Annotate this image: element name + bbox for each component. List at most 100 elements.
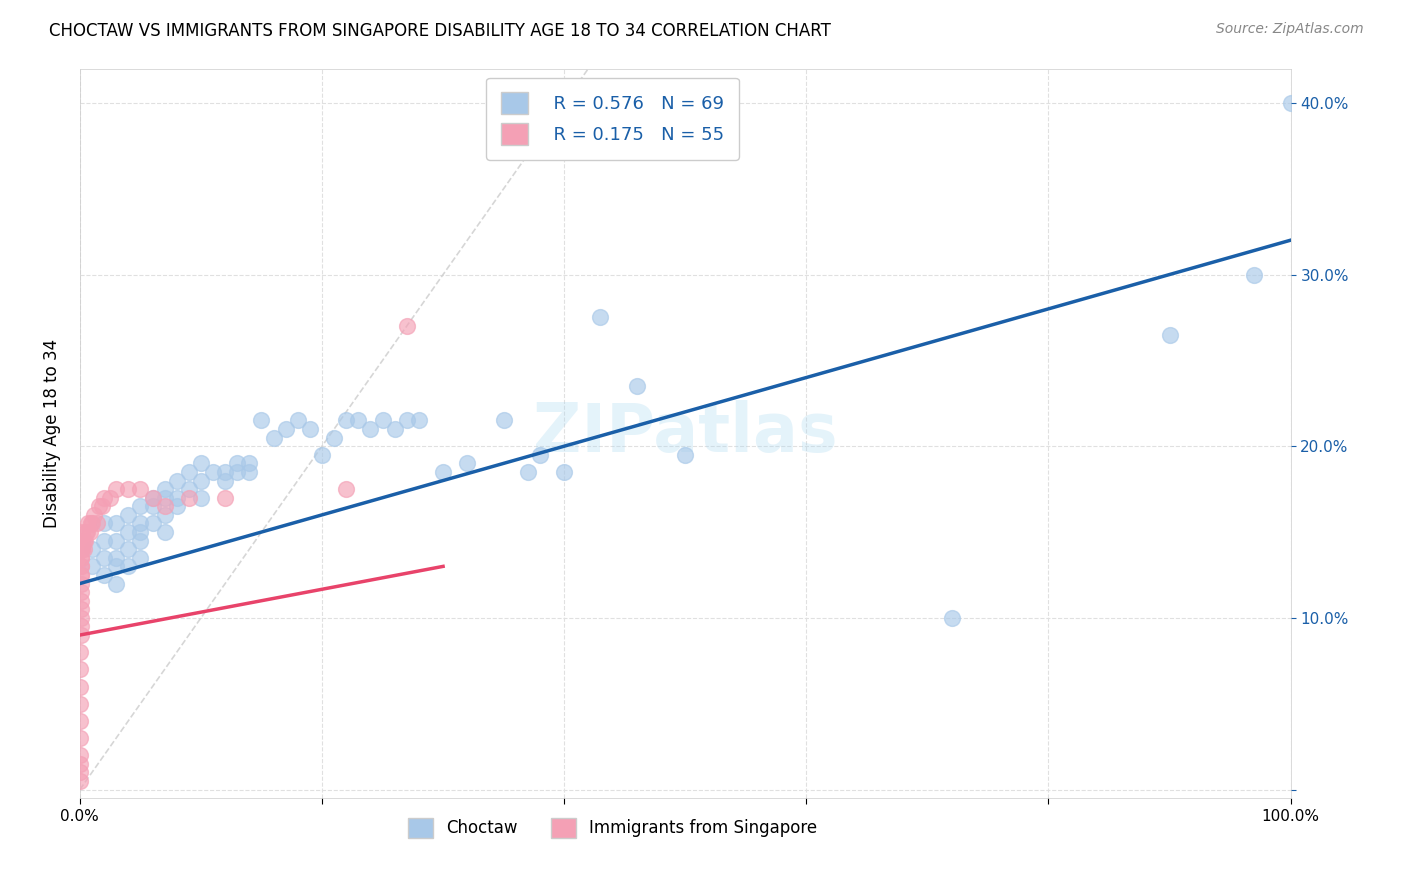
Point xyxy=(70,542,93,557)
Point xyxy=(153,500,176,514)
Point xyxy=(250,413,273,427)
Point xyxy=(69,662,91,676)
Point xyxy=(70,542,93,557)
Point xyxy=(1279,95,1302,110)
Point xyxy=(80,559,103,574)
Point xyxy=(69,774,91,789)
Text: Source: ZipAtlas.com: Source: ZipAtlas.com xyxy=(1216,22,1364,37)
Point xyxy=(105,533,128,548)
Point xyxy=(72,533,94,548)
Point xyxy=(69,731,91,745)
Point xyxy=(69,645,91,659)
Point xyxy=(70,559,93,574)
Point xyxy=(456,456,478,470)
Point xyxy=(153,482,176,496)
Point xyxy=(141,491,163,505)
Point xyxy=(90,500,112,514)
Point xyxy=(89,500,111,514)
Point xyxy=(72,542,94,557)
Point xyxy=(93,533,115,548)
Point xyxy=(177,465,200,479)
Point xyxy=(626,379,648,393)
Text: CHOCTAW VS IMMIGRANTS FROM SINGAPORE DISABILITY AGE 18 TO 34 CORRELATION CHART: CHOCTAW VS IMMIGRANTS FROM SINGAPORE DIS… xyxy=(49,22,831,40)
Point xyxy=(75,524,97,539)
Point xyxy=(287,413,309,427)
Point xyxy=(1243,268,1265,282)
Point xyxy=(69,680,91,694)
Point xyxy=(298,422,321,436)
Point xyxy=(83,508,105,522)
Point xyxy=(238,465,260,479)
Point xyxy=(214,465,236,479)
Point xyxy=(72,533,94,548)
Point xyxy=(70,559,93,574)
Point xyxy=(117,559,139,574)
Point xyxy=(941,611,963,625)
Point xyxy=(86,516,108,531)
Point xyxy=(673,448,696,462)
Point xyxy=(1159,327,1181,342)
Point xyxy=(371,413,394,427)
Point xyxy=(263,431,285,445)
Point xyxy=(70,568,93,582)
Point xyxy=(80,516,103,531)
Point xyxy=(80,516,103,531)
Legend: Choctaw, Immigrants from Singapore: Choctaw, Immigrants from Singapore xyxy=(401,811,824,845)
Point xyxy=(177,491,200,505)
Point xyxy=(70,542,93,557)
Point xyxy=(69,611,91,625)
Point xyxy=(347,413,370,427)
Point xyxy=(129,533,152,548)
Point xyxy=(105,550,128,565)
Point xyxy=(153,491,176,505)
Point xyxy=(166,474,188,488)
Point xyxy=(79,524,101,539)
Point xyxy=(69,748,91,763)
Point xyxy=(105,482,128,496)
Point xyxy=(335,413,357,427)
Point xyxy=(69,756,91,771)
Point xyxy=(141,491,163,505)
Point xyxy=(359,422,381,436)
Point xyxy=(395,319,418,334)
Point xyxy=(77,516,100,531)
Point xyxy=(73,533,96,548)
Point xyxy=(70,533,93,548)
Point xyxy=(202,465,225,479)
Point xyxy=(70,576,93,591)
Point xyxy=(129,550,152,565)
Point xyxy=(274,422,297,436)
Point xyxy=(93,491,115,505)
Point xyxy=(190,456,212,470)
Point xyxy=(76,524,98,539)
Point xyxy=(70,568,93,582)
Point xyxy=(492,413,515,427)
Point xyxy=(69,593,91,607)
Point xyxy=(335,482,357,496)
Point xyxy=(166,500,188,514)
Point xyxy=(93,568,115,582)
Point xyxy=(408,413,430,427)
Point xyxy=(190,474,212,488)
Point xyxy=(72,542,94,557)
Point xyxy=(117,524,139,539)
Point xyxy=(395,413,418,427)
Point xyxy=(214,474,236,488)
Point xyxy=(129,500,152,514)
Point xyxy=(69,628,91,642)
Point xyxy=(129,524,152,539)
Y-axis label: Disability Age 18 to 34: Disability Age 18 to 34 xyxy=(44,339,60,528)
Point xyxy=(69,585,91,599)
Point xyxy=(141,516,163,531)
Point xyxy=(80,542,103,557)
Point xyxy=(166,491,188,505)
Point xyxy=(70,550,93,565)
Point xyxy=(238,456,260,470)
Point xyxy=(98,491,121,505)
Point xyxy=(589,310,612,325)
Point xyxy=(214,491,236,505)
Point xyxy=(117,542,139,557)
Point xyxy=(129,516,152,531)
Point xyxy=(70,542,93,557)
Point xyxy=(129,482,152,496)
